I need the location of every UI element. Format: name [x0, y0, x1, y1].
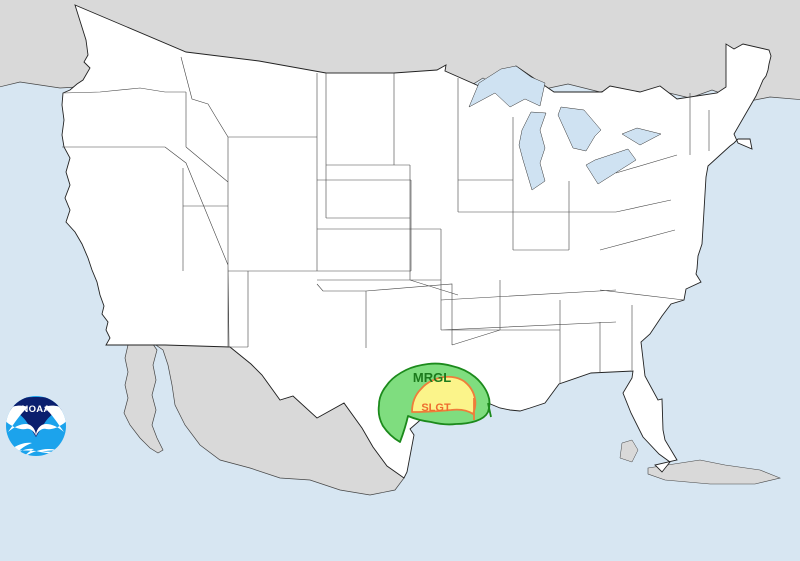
- svg-text:SLGT: SLGT: [421, 402, 451, 414]
- svg-text:MRGL: MRGL: [413, 370, 451, 385]
- svg-text:NOAA: NOAA: [21, 404, 50, 415]
